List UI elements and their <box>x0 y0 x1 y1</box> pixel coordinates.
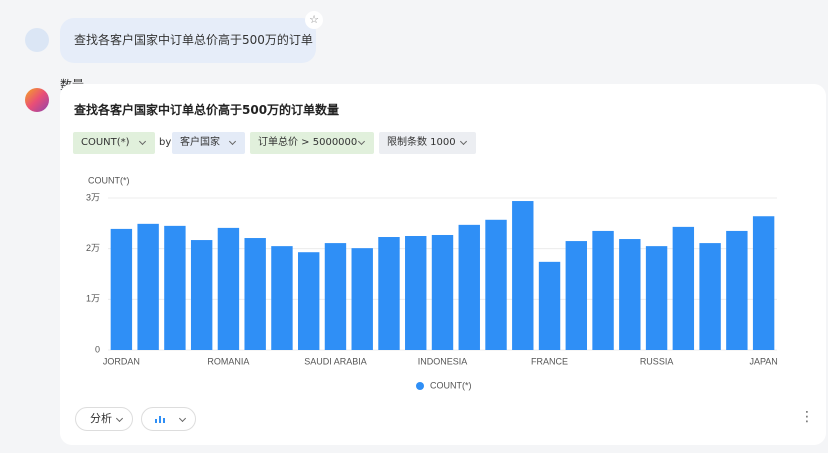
bar <box>565 241 588 350</box>
bot-avatar <box>25 88 49 112</box>
bar <box>217 227 240 350</box>
y-axis-label: COUNT(*) <box>88 175 130 185</box>
chart-title: 查找各客户国家中订单总价高于500万的订单数量 <box>74 103 340 117</box>
dimension-chip[interactable]: 客户国家 <box>172 132 245 154</box>
x-tick-label: ROMANIA <box>207 356 249 366</box>
bar <box>405 236 427 350</box>
x-tick-label: JAPAN <box>749 356 777 366</box>
bar <box>619 239 641 350</box>
bar <box>485 219 507 350</box>
chart-icon <box>155 416 165 423</box>
chip-text: COUNT(*) <box>81 137 130 148</box>
user-message: 查找各客户国家中订单总价高于500万的订单数量 <box>60 18 316 92</box>
favorite-button[interactable]: ☆ <box>305 11 323 29</box>
condition-chip[interactable]: 订单总价 > 5000000 <box>250 132 374 154</box>
bar <box>726 230 748 350</box>
bar <box>672 226 695 350</box>
bar <box>110 228 133 350</box>
bar <box>190 240 213 350</box>
bar <box>164 225 186 350</box>
bar <box>137 223 159 350</box>
limit-chip[interactable]: 限制条数 1000 <box>379 132 476 154</box>
more-button[interactable]: ⋮ <box>800 409 814 425</box>
x-tick-label: RUSSIA <box>640 356 674 366</box>
bar <box>458 224 480 350</box>
chart-type-button[interactable] <box>141 407 196 431</box>
y-tick-label: 1万 <box>86 294 100 304</box>
measure-chip[interactable]: COUNT(*) <box>73 132 155 154</box>
analyze-button[interactable]: 分析 <box>75 407 133 431</box>
legend-marker <box>416 382 424 390</box>
x-tick-label: SAUDI ARABIA <box>304 356 367 366</box>
y-tick-label: 0 <box>95 344 100 354</box>
button-text: 分析 <box>90 412 112 425</box>
chip-text: 订单总价 > 5000000 <box>258 137 358 148</box>
bar <box>592 230 614 350</box>
y-tick-label: 3万 <box>86 192 100 202</box>
bar <box>271 246 293 350</box>
bar <box>752 216 775 350</box>
bar <box>512 201 534 350</box>
user-avatar <box>25 28 49 52</box>
bar <box>351 248 373 350</box>
bar <box>431 234 454 350</box>
bar <box>378 237 400 350</box>
chip-text: 限制条数 1000 <box>387 137 456 148</box>
x-tick-label: INDONESIA <box>418 356 468 366</box>
y-tick-label: 2万 <box>86 243 100 253</box>
bar <box>645 246 668 350</box>
bar <box>297 252 320 350</box>
bar <box>699 243 721 350</box>
by-label: by <box>159 137 172 148</box>
x-tick-label: JORDAN <box>103 356 140 366</box>
bar <box>244 238 266 350</box>
legend-label: COUNT(*) <box>430 380 472 390</box>
x-tick-label: FRANCE <box>531 356 568 366</box>
chip-text: 客户国家 <box>180 137 220 148</box>
bar <box>538 261 561 350</box>
bar <box>324 243 347 350</box>
